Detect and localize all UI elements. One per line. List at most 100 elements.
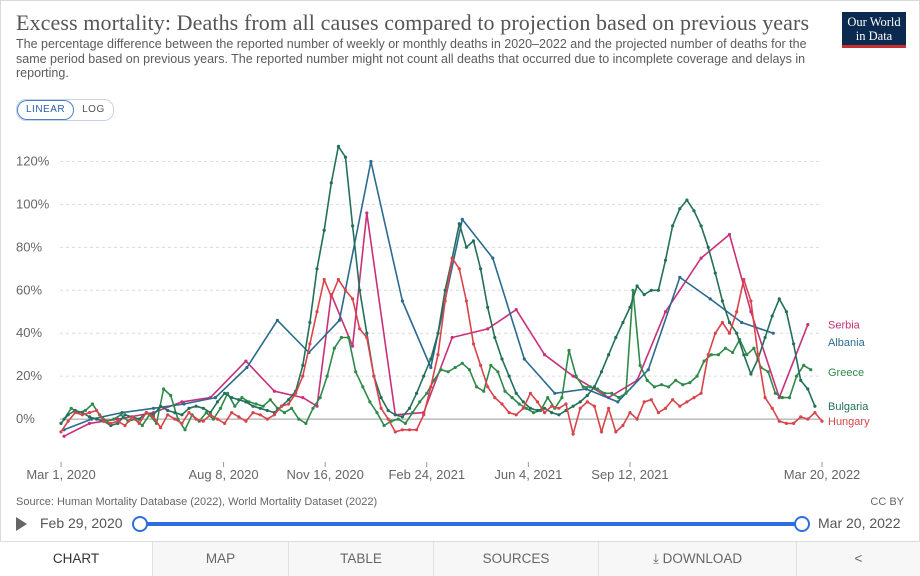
tab-sources[interactable]: SOURCES <box>433 542 598 576</box>
data-point-albania <box>151 406 156 410</box>
data-point-hungary <box>279 404 284 408</box>
data-point-bulgaria <box>407 406 412 410</box>
data-point-greece <box>802 363 806 367</box>
data-point-serbia <box>365 211 369 215</box>
data-point-hungary <box>678 404 682 408</box>
data-point-bulgaria <box>713 271 717 275</box>
data-point-hungary <box>564 402 568 406</box>
license-link[interactable]: CC BY <box>870 496 904 508</box>
data-point-hungary <box>649 398 653 402</box>
data-point-hungary <box>521 406 525 410</box>
data-point-hungary <box>358 327 362 331</box>
data-point-bulgaria <box>429 357 433 361</box>
data-point-hungary <box>820 419 824 423</box>
timeline-track[interactable] <box>140 522 802 526</box>
data-point-greece <box>595 387 600 391</box>
data-point-greece <box>581 385 585 389</box>
data-point-bulgaria <box>649 288 653 292</box>
timeline-end-handle[interactable] <box>794 516 810 532</box>
data-point-greece <box>233 404 237 408</box>
data-point-greece <box>560 396 564 400</box>
data-point-albania <box>369 159 373 164</box>
data-point-greece <box>375 411 379 415</box>
data-point-hungary <box>713 331 717 335</box>
y-tick-label: 0% <box>16 411 35 426</box>
data-point-greece <box>119 413 123 417</box>
data-point-greece <box>681 383 685 387</box>
data-point-serbia <box>514 308 518 312</box>
data-point-albania <box>400 299 404 303</box>
data-point-greece <box>268 398 272 402</box>
data-point-greece <box>318 396 322 400</box>
data-point-bulgaria <box>749 372 753 376</box>
data-point-albania <box>213 396 217 400</box>
data-point-bulgaria <box>343 155 348 159</box>
data-point-greece <box>396 417 400 421</box>
y-axis-ticks: 0% 20% 40% 60% 80% 100% 120% <box>16 153 50 426</box>
data-point-hungary <box>230 411 234 415</box>
data-point-hungary <box>535 400 540 404</box>
data-point-hungary <box>422 413 426 417</box>
data-point-bulgaria <box>379 396 383 400</box>
data-point-bulgaria <box>287 398 291 402</box>
data-point-hungary <box>59 430 63 434</box>
data-point-bulgaria <box>699 224 703 228</box>
data-point-hungary <box>102 419 106 423</box>
data-point-hungary <box>95 408 99 413</box>
data-point-hungary <box>66 419 70 423</box>
tab-map[interactable]: MAP <box>152 542 288 576</box>
data-point-hungary <box>550 404 554 408</box>
data-point-albania <box>429 365 433 370</box>
data-point-albania <box>553 391 557 395</box>
logo-line-1: Our World <box>847 15 901 29</box>
data-point-hungary <box>642 400 646 404</box>
data-point-hungary <box>429 385 433 389</box>
data-point-greece <box>460 361 464 365</box>
data-point-hungary <box>735 310 739 314</box>
data-point-greece <box>240 396 244 400</box>
data-point-greece <box>261 404 265 408</box>
data-point-greece <box>745 353 749 357</box>
data-point-hungary <box>215 417 220 421</box>
data-point-bulgaria <box>692 209 696 213</box>
data-point-bulgaria <box>578 400 582 404</box>
data-point-hungary <box>151 415 156 419</box>
data-point-bulgaria <box>514 391 518 395</box>
data-point-bulgaria <box>80 411 84 415</box>
tab-table[interactable]: TABLE <box>288 542 433 576</box>
data-point-hungary <box>400 428 404 432</box>
data-point-albania <box>522 357 526 361</box>
owid-logo[interactable]: Our World in Data <box>842 12 906 48</box>
data-point-greece <box>567 348 571 352</box>
series-line-greece <box>63 289 812 431</box>
data-point-albania <box>245 365 249 370</box>
tab-download[interactable]: ⤓ DOWNLOAD <box>598 542 796 576</box>
linear-scale-button[interactable]: LINEAR <box>17 100 75 120</box>
data-point-greece <box>162 387 166 391</box>
tab-chart[interactable]: CHART <box>0 542 152 576</box>
data-point-hungary <box>365 335 369 340</box>
data-point-hungary <box>543 411 547 415</box>
data-point-hungary <box>777 419 781 423</box>
data-point-bulgaria <box>301 363 305 367</box>
data-point-hungary <box>749 299 753 303</box>
data-point-bulgaria <box>663 258 668 262</box>
data-point-bulgaria <box>230 396 234 400</box>
share-button[interactable]: < <box>796 542 920 576</box>
x-tick-label: Aug 8, 2020 <box>189 467 259 482</box>
data-point-bulgaria <box>358 288 362 292</box>
data-point-bulgaria <box>550 411 554 415</box>
data-point-bulgaria <box>607 353 611 357</box>
data-point-greece <box>411 411 415 415</box>
data-point-bulgaria <box>642 293 646 297</box>
scale-toggle: LINEAR LOG <box>16 99 114 121</box>
data-point-albania <box>460 217 464 221</box>
log-scale-button[interactable]: LOG <box>82 104 105 115</box>
data-point-greece <box>546 396 550 400</box>
timeline-start-handle[interactable] <box>132 516 148 532</box>
data-point-bulgaria <box>215 400 220 404</box>
data-point-bulgaria <box>770 314 774 318</box>
play-icon[interactable] <box>16 517 27 531</box>
data-point-hungary <box>528 391 533 395</box>
data-point-hungary <box>130 415 134 419</box>
